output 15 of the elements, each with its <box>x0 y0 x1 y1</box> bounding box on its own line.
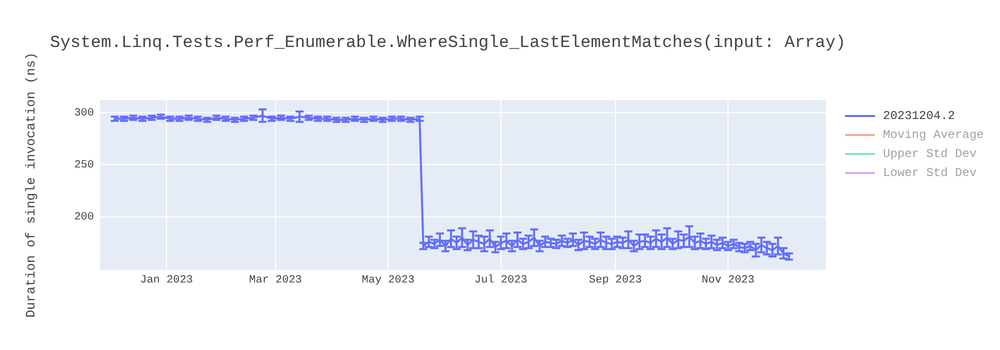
x-tick-label: May 2023 <box>362 274 415 287</box>
legend-label: Moving Average <box>883 128 984 142</box>
legend-label: Upper Std Dev <box>883 146 977 160</box>
y-tick-label: 300 <box>74 107 94 120</box>
legend-label: 20231204.2 <box>883 108 956 122</box>
x-tick-label: Nov 2023 <box>702 274 754 287</box>
x-tick-label: Mar 2023 <box>249 274 302 287</box>
y-axis-title: Duration of single invocation (ns) <box>24 52 38 318</box>
x-tick-label: Jul 2023 <box>474 274 528 287</box>
x-tick-label: Sep 2023 <box>589 274 642 287</box>
legend-label: Lower Std Dev <box>883 166 977 180</box>
chart-title: System.Linq.Tests.Perf_Enumerable.WhereSingle_LastElementMatches(input: Array) <box>50 34 846 53</box>
y-tick-label: 200 <box>74 212 94 224</box>
y-tick-label: 250 <box>74 160 94 172</box>
x-tick-label: Jan 2023 <box>140 274 193 287</box>
